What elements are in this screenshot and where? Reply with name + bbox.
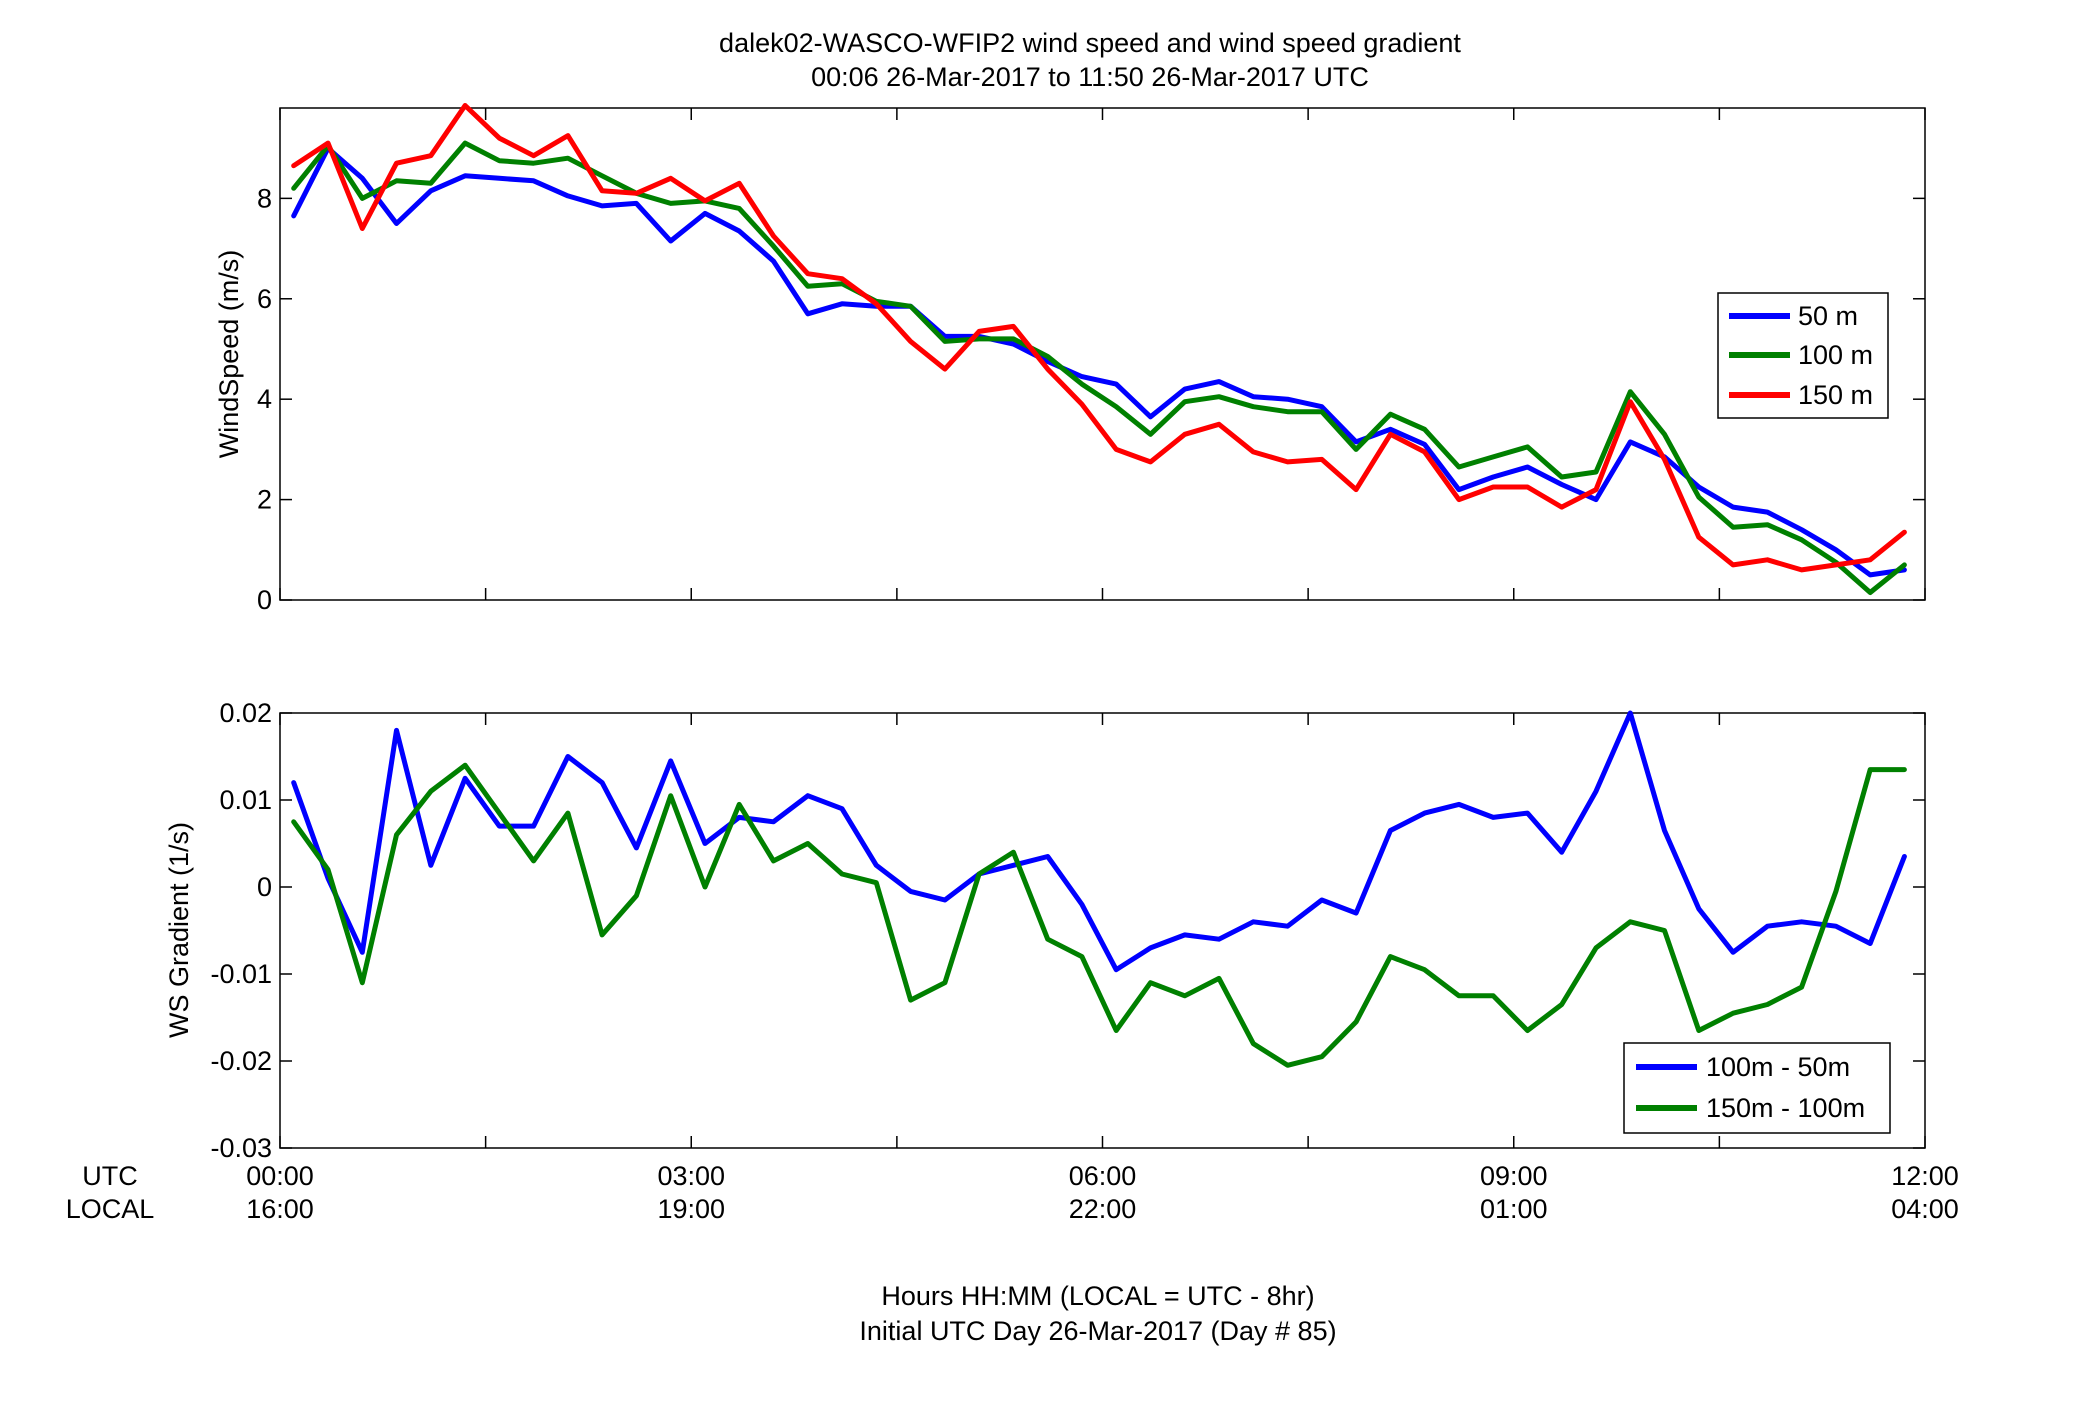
windspeed-ytick-label: 4 [257, 384, 272, 414]
legend-label-100m: 100 m [1798, 340, 1873, 370]
legend-label-150m: 150 m [1798, 380, 1873, 410]
legend-label-150m-100m: 150m - 100m [1706, 1093, 1865, 1123]
gradient-legend: 100m - 50m 150m - 100m [1623, 1042, 1891, 1134]
gradient-ytick-label: -0.02 [210, 1046, 272, 1076]
gradient-ytick-label: 0 [257, 872, 272, 902]
xaxis-footer-line1: Hours HH:MM (LOCAL = UTC - 8hr) [881, 1281, 1314, 1311]
xtick-label-local: 04:00 [1891, 1194, 1959, 1224]
xaxis-local-label: LOCAL [66, 1194, 155, 1224]
windspeed-ytick-label: 6 [257, 284, 272, 314]
gradient-ytick-label: 0.02 [219, 698, 272, 728]
windspeed-series-line-0 [291, 145, 1907, 578]
gradient-ylabel: WS Gradient (1/s) [164, 822, 194, 1038]
chart-subtitle: 00:06 26-Mar-2017 to 11:50 26-Mar-2017 U… [811, 62, 1369, 92]
gradient-series-line-0 [291, 710, 1907, 973]
xtick-label-local: 19:00 [657, 1194, 725, 1224]
gradient-legend-box [1623, 1042, 1891, 1134]
xtick-label-utc: 09:00 [1480, 1161, 1548, 1191]
legend-label-50m: 50 m [1798, 301, 1858, 331]
legend-label-100m-50m: 100m - 50m [1706, 1052, 1850, 1082]
windspeed-ytick-label: 8 [257, 183, 272, 213]
gradient-series-line-1 [291, 762, 1907, 1068]
gradient-ytick-label: -0.03 [210, 1133, 272, 1163]
xtick-label-utc: 06:00 [1069, 1161, 1137, 1191]
windspeed-series-line-1 [291, 140, 1907, 595]
gradient-ytick-label: 0.01 [219, 785, 272, 815]
gradient-panel: -0.03 -0.02 -0.01 0 0.01 0.02 WS Gradient (1/… [164, 698, 1926, 1163]
windspeed-series-line-2 [291, 103, 1907, 573]
xaxis-footer-line2: Initial UTC Day 26-Mar-2017 (Day # 85) [859, 1316, 1336, 1346]
xtick-label-utc: 00:00 [246, 1161, 314, 1191]
windspeed-ytick-label: 2 [257, 485, 272, 515]
xaxis-utc-label: UTC [82, 1161, 138, 1191]
windspeed-panel: 0 2 4 6 8 WindSpeed (m/s) 50 m 100 m 150 m [214, 103, 1926, 615]
xtick-label-local: 22:00 [1069, 1194, 1137, 1224]
windspeed-ytick-label: 0 [257, 585, 272, 615]
xtick-label-utc: 03:00 [657, 1161, 725, 1191]
xtick-label-utc: 12:00 [1891, 1161, 1959, 1191]
windspeed-ylabel: WindSpeed (m/s) [214, 250, 244, 459]
chart-title: dalek02-WASCO-WFIP2 wind speed and wind … [719, 28, 1461, 58]
windspeed-legend: 50 m 100 m 150 m [1717, 292, 1889, 419]
xtick-label-local: 16:00 [246, 1194, 314, 1224]
xtick-label-local: 01:00 [1480, 1194, 1548, 1224]
gradient-ytick-label: -0.01 [210, 959, 272, 989]
